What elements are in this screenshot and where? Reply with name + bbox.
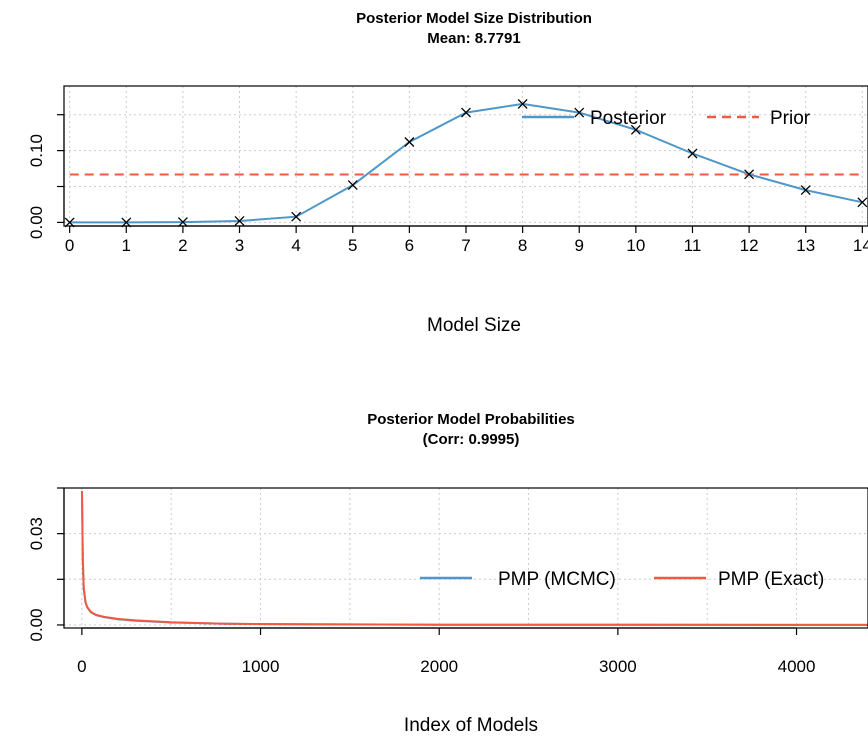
x-tick-label: 6: [405, 236, 414, 255]
chart-1-y-axis: 0.00 0.10: [27, 114, 65, 239]
chart-2-grid: [64, 487, 868, 628]
y-tick-label: 0.00: [27, 608, 46, 641]
x-tick-label: 1: [122, 236, 131, 255]
chart-1-title: Posterior Model Size Distribution: [356, 10, 592, 27]
data-point: [574, 107, 585, 118]
data-point: [744, 169, 755, 180]
x-tick-label: 10: [626, 236, 645, 255]
x-tick-label: 0: [77, 657, 86, 676]
data-point: [800, 185, 811, 196]
model-probabilities-panel: Posterior Model Probabilities (Corr: 0.9…: [27, 411, 868, 736]
y-tick-label: 0.03: [27, 517, 46, 550]
data-point: [630, 124, 641, 135]
y-tick-label: 0.00: [27, 206, 46, 239]
chart-2-title: Posterior Model Probabilities: [367, 411, 575, 428]
chart-1-series: [64, 98, 868, 228]
x-tick-label: 14: [853, 236, 868, 255]
chart-2-y-axis: 0.00 0.03: [27, 487, 65, 642]
data-point: [461, 107, 471, 118]
series-line-pmp-exact: [81, 490, 868, 626]
x-tick-label: 8: [518, 236, 527, 255]
x-tick-label: 0: [65, 236, 74, 255]
x-tick-label: 5: [348, 236, 357, 255]
chart-1-subtitle: Mean: 8.7791: [427, 30, 520, 47]
x-tick-label: 11: [684, 236, 702, 255]
x-tick-label: 3000: [599, 657, 637, 676]
data-point: [177, 217, 188, 228]
legend-label: Posterior: [590, 108, 667, 129]
data-point: [404, 137, 415, 147]
chart-2-plot-frame: [63, 487, 868, 629]
data-point: [291, 211, 302, 222]
chart-2-subtitle: (Corr: 0.9995): [423, 431, 520, 448]
x-tick-label: 2: [178, 236, 187, 255]
chart-2-x-axis-label: Index of Models: [404, 715, 538, 736]
x-tick-label: 7: [461, 236, 470, 255]
chart-2-x-axis: 0 1000 2000 3000 4000: [77, 627, 816, 676]
x-tick-label: 4000: [778, 657, 816, 676]
data-point: [857, 197, 868, 208]
legend-label: Prior: [770, 108, 811, 129]
x-tick-label: 2000: [420, 657, 458, 676]
chart-2-legend: PMP (MCMC) PMP (Exact): [420, 569, 824, 590]
x-tick-label: 4: [291, 236, 300, 255]
chart-2-series: [81, 490, 868, 626]
x-tick-label: 13: [796, 236, 815, 255]
x-tick-label: 9: [575, 236, 584, 255]
data-point: [517, 98, 528, 109]
y-tick-label: 0.10: [27, 134, 46, 167]
data-point: [234, 216, 245, 226]
model-size-panel: Posterior Model Size Distribution Mean: …: [27, 10, 868, 336]
data-point: [347, 180, 358, 191]
legend-label: PMP (Exact): [718, 569, 824, 590]
chart-1-legend: Posterior Prior: [522, 108, 811, 129]
x-tick-label: 12: [740, 236, 759, 255]
chart-1-x-axis-label: Model Size: [427, 315, 521, 336]
legend-label: PMP (MCMC): [498, 569, 616, 590]
data-point: [687, 148, 698, 159]
x-tick-label: 3: [235, 236, 244, 255]
x-tick-label: 1000: [242, 657, 280, 676]
chart-1-grid: [64, 86, 868, 226]
chart-1-x-axis: 0 1 2 3 4 5 6 7 8 9 10 11 12 13 14: [65, 225, 868, 255]
series-line-pmp-mcmc: [81, 494, 868, 626]
